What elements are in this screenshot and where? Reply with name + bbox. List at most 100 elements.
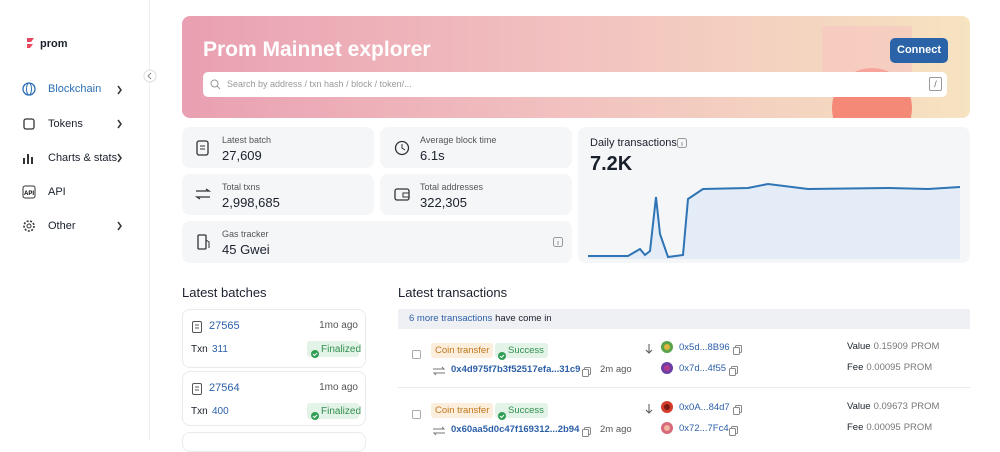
logo-icon: [27, 38, 34, 48]
to-avatar: [661, 361, 673, 379]
nav-item[interactable]: Tokens: [22, 115, 83, 133]
tx-hash[interactable]: 0x4d975f7b3f52517efa...31c9: [451, 364, 581, 375]
to-address[interactable]: 0x7d...4f55: [679, 363, 727, 374]
txn-count[interactable]: 400: [212, 406, 229, 417]
nav-item[interactable]: Other: [22, 217, 76, 235]
nav-item[interactable]: Blockchain: [22, 80, 101, 98]
status-badge: Finalized: [307, 341, 362, 358]
batch-card: 27565 1mo ago Txn 311 Finalized: [182, 309, 366, 368]
fee-part: 0.00095: [866, 422, 901, 433]
daily-value: 7.2K: [590, 153, 633, 175]
daily-title: Daily transactions: [590, 137, 677, 149]
tx-status: Success: [495, 403, 548, 420]
collapse-button[interactable]: [143, 69, 157, 83]
copy-icon: [733, 342, 742, 360]
stat-value: 2,998,685: [222, 195, 280, 210]
stat-label: Total addresses: [420, 182, 484, 192]
batch-number[interactable]: 27565: [209, 320, 240, 332]
tx-hash[interactable]: 0x60aa5d0c47f169312...2b94: [451, 424, 580, 435]
stat-label: Average block time: [420, 135, 497, 145]
notice-text: have come in: [495, 313, 552, 324]
tx-type: Coin transfer: [431, 403, 494, 418]
nav-label: Charts & stats: [48, 152, 118, 164]
direction-icon: [645, 401, 653, 419]
tx-fee: Fee 0.00095 PROM: [847, 362, 935, 373]
value-part: PROM: [910, 401, 940, 412]
stat-value: 45 Gwei: [222, 242, 270, 257]
stat-label: Total txns: [222, 182, 261, 192]
stat-label: Gas tracker: [222, 229, 269, 239]
batch-age: 1mo ago: [319, 320, 358, 331]
connect-button[interactable]: Connect: [890, 38, 948, 63]
notice-link[interactable]: 6 more transactions: [409, 313, 493, 324]
sidebar: prom Blockchain Tokens Charts & stats AP…: [0, 0, 157, 440]
tx-age: 2m ago: [600, 364, 632, 375]
batch-age: 1mo ago: [319, 382, 358, 393]
status-icon: [311, 407, 319, 425]
stat-value: 6.1s: [420, 148, 445, 163]
tx-value: Value 0.09673 PROM: [847, 401, 942, 412]
nav-item[interactable]: Charts & stats: [22, 149, 117, 167]
value-part: 0.09673: [873, 401, 908, 412]
status-icon: [498, 407, 506, 425]
tx-type: Coin transfer: [431, 343, 494, 358]
copy-icon: [733, 402, 742, 420]
batch-icon: [192, 382, 203, 400]
fee-part: Fee: [847, 422, 864, 433]
nav-item[interactable]: API API: [22, 183, 66, 201]
txn-count[interactable]: 311: [212, 344, 228, 355]
row-checkbox: [412, 406, 421, 424]
copy-icon: [582, 424, 591, 442]
fee-part: PROM: [903, 422, 933, 433]
tx-status: Success: [495, 343, 548, 360]
status-icon: [311, 345, 319, 363]
daily-sparkline: [588, 182, 961, 259]
fee-part: Fee: [847, 362, 864, 373]
logo: prom: [40, 38, 68, 50]
stat-card: Gas tracker 45 Gwei: [182, 221, 572, 263]
from-avatar: [661, 400, 673, 418]
stat-card: Average block time 6.1s: [380, 127, 572, 168]
nav-chevrons: [117, 85, 122, 231]
fee-part: PROM: [903, 362, 933, 373]
value-part: Value: [847, 401, 871, 412]
info-icon: [677, 138, 687, 148]
batch-number[interactable]: 27564: [209, 382, 240, 394]
search-box[interactable]: Search by address / txn hash / block / t…: [203, 72, 947, 97]
value-part: PROM: [910, 341, 940, 352]
svg-text:API: API: [24, 191, 34, 197]
nav-label: Blockchain: [48, 83, 102, 95]
copy-icon: [729, 363, 738, 381]
from-address[interactable]: 0x0A...84d7: [679, 402, 730, 413]
value-part: Value: [847, 341, 871, 352]
from-address[interactable]: 0x5d...8B96: [679, 342, 730, 353]
row-checkbox: [412, 346, 421, 364]
hero: Prom Mainnet explorer Connect Search by …: [182, 16, 970, 118]
copy-icon: [729, 423, 738, 441]
search-key: /: [929, 77, 942, 91]
stat-value: 27,609: [222, 148, 262, 163]
batch-card: 27564 1mo ago Txn 400 Finalized: [182, 371, 366, 426]
fee-part: 0.00095: [866, 362, 901, 373]
page: prom Blockchain Tokens Charts & stats AP…: [0, 0, 970, 452]
batch-card: [182, 432, 366, 452]
tx-fee: Fee 0.00095 PROM: [847, 422, 935, 433]
status-text: Finalized: [321, 344, 362, 355]
tx-age: 2m ago: [600, 424, 632, 435]
stat-card: Latest batch 27,609: [182, 127, 374, 168]
to-address[interactable]: 0x72...7Fc4: [679, 423, 729, 434]
stat-value: 322,305: [420, 195, 467, 210]
nav-label: Tokens: [48, 118, 83, 130]
batch-icon: [192, 320, 203, 338]
copy-icon: [582, 364, 591, 382]
txn-label: Txn: [191, 406, 208, 417]
value-part: 0.15909: [873, 341, 908, 352]
section-title: Latest batches: [182, 285, 267, 300]
direction-icon: [645, 341, 653, 359]
stat-label: Latest batch: [222, 135, 272, 145]
new-transactions-notice: 6 more transactions have come in: [398, 309, 970, 329]
stat-card: Total txns 2,998,685: [182, 174, 374, 215]
transfer-icon: [432, 423, 446, 441]
status-text: Success: [508, 345, 544, 356]
hero-title: Prom Mainnet explorer: [203, 38, 431, 61]
